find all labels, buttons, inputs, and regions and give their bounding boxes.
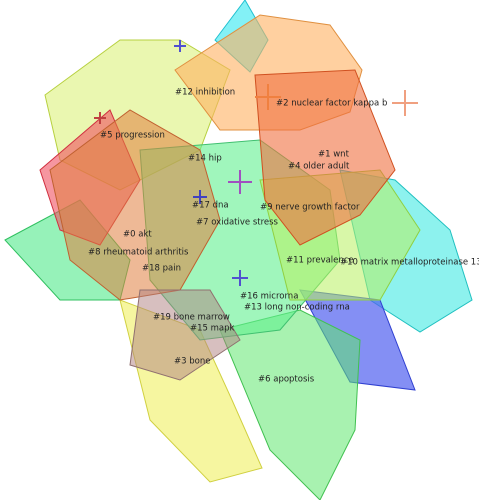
cluster-label: #2 nuclear factor kappa b (276, 99, 387, 109)
cluster-labels: #12 inhibition #2 nuclear factor kappa b… (88, 88, 479, 385)
cluster-label: #5 progression (100, 131, 165, 141)
node (193, 190, 207, 204)
cluster-areas (4, 0, 473, 500)
cluster-area (254, 69, 396, 246)
cluster-label: #4 older adult (288, 162, 350, 172)
cluster-label: #15 mapk (190, 324, 235, 334)
cluster-label: #13 long non-coding rna (244, 303, 350, 313)
cluster-label: #16 microrna (240, 292, 298, 302)
cluster-area (129, 289, 241, 381)
cluster-label: #7 oxidative stress (196, 218, 279, 228)
node (232, 270, 248, 286)
cluster-label: #3 bone (174, 357, 210, 367)
node (392, 90, 418, 116)
cluster-label: #1 wnt (318, 150, 350, 160)
cluster-label: #11 prevalence (286, 256, 354, 266)
node (94, 112, 106, 124)
cluster-label: #14 hip (188, 154, 222, 164)
node (174, 40, 186, 52)
cluster-area (49, 109, 221, 301)
cluster-label: #10 matrix metalloproteinase 13 (340, 258, 479, 268)
node (228, 170, 252, 194)
cluster-label: #19 bone marrow (153, 313, 230, 323)
cluster-area (219, 309, 361, 500)
cluster-label: #18 pain (142, 264, 181, 274)
nodes (94, 40, 418, 286)
cluster-label: #0 akt (123, 230, 152, 240)
cluster-label: #9 nerve growth factor (260, 203, 360, 213)
node (255, 84, 281, 110)
cluster-label: #17 dna (192, 201, 229, 211)
cluster-label: #8 rheumatoid arthritis (88, 248, 189, 258)
cluster-label: #12 inhibition (175, 88, 235, 98)
cluster-label: #6 apoptosis (258, 375, 315, 385)
